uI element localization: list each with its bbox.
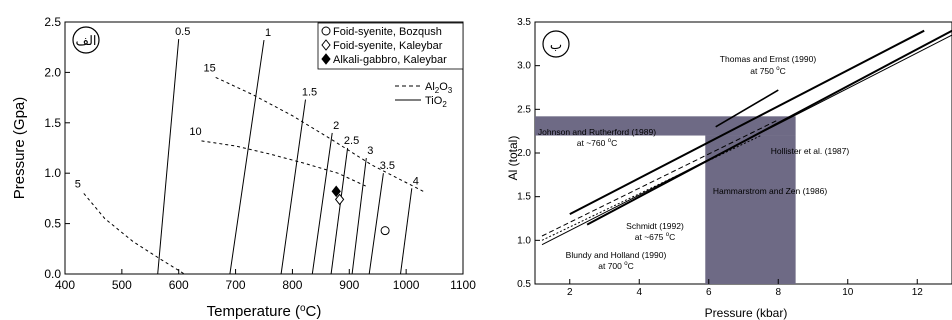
tio2-isopleth — [311, 132, 333, 275]
x-tick-label: 2 — [567, 287, 573, 298]
x-tick-label: 900 — [339, 278, 359, 292]
calibration-line — [715, 89, 779, 128]
axis-ticks-left: 400 500 600 700 800 900 1000 1100 0.0 0.5 1.0 1.5 2.… — [44, 15, 476, 292]
y-tick-label: 2.0 — [44, 65, 61, 79]
calibration-line — [541, 34, 952, 246]
y-tick-label: 1.5 — [44, 116, 61, 130]
shaded-pressure-range — [705, 135, 796, 284]
isopleth-lines: 5 10 15 0.5 1 1.5 2 2.5 3 3.5 4 — [75, 26, 424, 275]
tio2-isopleth-label: 0.5 — [175, 26, 190, 38]
tio2-isopleth — [368, 173, 384, 275]
tio2-isopleth — [351, 158, 367, 275]
x-tick-label: 600 — [169, 278, 189, 292]
al2o3-isopleth-label: 15 — [204, 62, 216, 74]
x-tick-label: 800 — [282, 278, 302, 292]
tio2-isopleth-label: 1.5 — [302, 87, 317, 99]
calibration-line — [586, 29, 952, 226]
y-tick-label: 0.0 — [44, 267, 61, 281]
sample-point — [380, 226, 390, 236]
legend-lines: Al2O3 TiO2 — [395, 81, 453, 109]
y-tick-label: 2.0 — [517, 148, 531, 159]
y-tick-label: 1.0 — [517, 235, 531, 246]
x-axis-label-right: Pressure (kbar) — [705, 306, 788, 320]
x-tick-label: 12 — [912, 287, 924, 298]
legend-label: Alkali-gabbro, Kaleybar — [333, 54, 447, 66]
calibration-line — [541, 119, 779, 237]
y-tick-label: 3.5 — [517, 17, 531, 28]
annotation-johnson-rutherford: Johnson and Rutherford (1989) — [538, 127, 656, 137]
tio2-isopleth-label: 4 — [413, 175, 419, 187]
plot-frame-left — [64, 21, 464, 275]
annotation-blundy-holland-temp: at 700 oC — [598, 261, 633, 271]
x-tick-label: 8 — [775, 287, 781, 298]
calibration-annotations: Thomas and Ernst (1990) at 750 oC Johnso… — [538, 54, 849, 271]
legend-label: TiO2 — [425, 95, 447, 109]
x-tick-label: 400 — [55, 278, 75, 292]
panel-label-circle-left — [72, 26, 100, 54]
y-tick-label: 0.5 — [44, 217, 61, 231]
y-tick-label: 1.0 — [44, 166, 61, 180]
panel-label-right: ب — [550, 37, 562, 52]
chart-right: 2 4 6 8 10 12 0.5 1.0 1.5 2.0 2.5 3.0 3.5 ب Thomas a… — [506, 17, 952, 320]
al2o3-isopleth-label: 5 — [75, 178, 81, 190]
tio2-isopleth — [229, 40, 265, 275]
x-tick-label: 500 — [112, 278, 132, 292]
sample-point — [334, 193, 345, 206]
y-tick-label: 0.5 — [517, 279, 531, 290]
legend-label: Foid-syenite, Bozqush — [333, 26, 442, 38]
filled-diamond-icon — [321, 53, 331, 65]
open-diamond-icon — [321, 39, 331, 51]
chart-left: 5 10 15 0.5 1 1.5 2 2.5 3 3.5 4 400 500 600 700 800 900… — [11, 15, 476, 320]
y-tick-label: 1.5 — [517, 192, 531, 203]
tio2-isopleth-label: 2 — [333, 120, 339, 132]
tio2-isopleth-label: 3 — [367, 145, 373, 157]
legend-points: Foid-syenite, Bozqush Foid-syenite, Kale… — [317, 22, 464, 70]
annotation-hollister: Hollister et al. (1987) — [771, 146, 850, 156]
tio2-isopleth — [330, 147, 349, 275]
al2o3-isopleth — [83, 193, 185, 275]
annotation-thomas-ernst: Thomas and Ernst (1990) — [720, 54, 817, 64]
x-tick-label: 10 — [842, 287, 854, 298]
calibration-line — [569, 29, 925, 215]
panel-label-circle-right — [542, 30, 570, 58]
calibration-line — [541, 135, 762, 241]
annotation-johnson-rutherford-temp: at ~760 oC — [577, 138, 617, 148]
legend-label: Foid-syenite, Kaleybar — [333, 40, 443, 52]
annotation-schmidt: Schmidt (1992) — [626, 221, 684, 231]
panel-label-left: الف — [75, 33, 96, 48]
annotation-schmidt-temp: at ~675 oC — [635, 232, 675, 242]
x-tick-label: 6 — [706, 287, 712, 298]
tio2-isopleth — [400, 188, 413, 275]
axis-ticks-right: 2 4 6 8 10 12 0.5 1.0 1.5 2.0 2.5 3.0 3.5 — [517, 17, 923, 298]
tio2-isopleth-label: 3.5 — [380, 160, 395, 172]
open-circle-icon — [321, 26, 331, 36]
legend-box — [317, 22, 464, 70]
al2o3-isopleth-label: 10 — [189, 126, 201, 138]
y-axis-label-right: Al (total) — [506, 136, 520, 181]
tio2-isopleth — [280, 99, 306, 275]
tio2-isopleth-label: 2.5 — [344, 135, 359, 147]
calibration-lines — [541, 29, 952, 246]
legend-label: Al2O3 — [425, 81, 453, 95]
x-tick-label: 1000 — [393, 278, 420, 292]
annotation-thomas-ernst-temp: at 750 oC — [750, 66, 785, 76]
tio2-isopleth-label: 1 — [265, 27, 271, 39]
y-axis-label-left: Pressure (Gpa) — [11, 97, 28, 200]
al2o3-isopleth — [201, 140, 367, 187]
y-tick-label: 3.0 — [517, 61, 531, 72]
annotation-blundy-holland: Blundy and Holland (1990) — [566, 250, 667, 260]
y-tick-label: 2.5 — [44, 15, 61, 29]
x-tick-label: 4 — [636, 287, 642, 298]
y-tick-label: 2.5 — [517, 104, 531, 115]
x-tick-label: 700 — [226, 278, 246, 292]
sample-markers — [331, 185, 390, 236]
al2o3-isopleth — [215, 76, 424, 192]
x-axis-label-left: Temperature (oC) — [207, 303, 322, 320]
tio2-isopleth — [157, 39, 180, 275]
x-tick-label: 1100 — [450, 278, 476, 292]
annotation-hammarstrom-zen: Hammarstrom and Zen (1986) — [713, 186, 827, 196]
sample-point — [331, 185, 341, 198]
